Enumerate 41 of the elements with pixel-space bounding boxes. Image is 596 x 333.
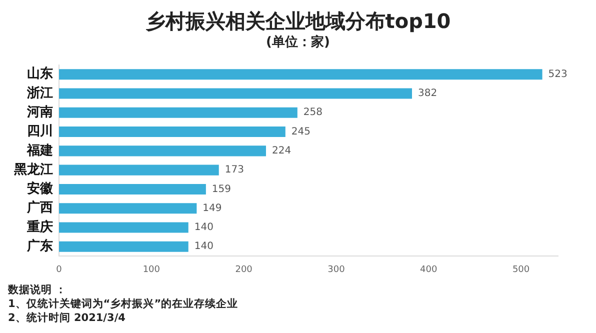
x-tick-label: 0 <box>56 264 62 275</box>
chart-title: 乡村振兴相关企业地域分布top10 <box>144 8 452 34</box>
x-tick-label: 400 <box>420 264 438 275</box>
bar <box>59 88 412 99</box>
y-tick-label: 重庆 <box>26 218 53 235</box>
bar <box>59 69 542 80</box>
text: 1、仅统计关键词为“乡村振兴”的在业存续企业 <box>8 297 240 311</box>
bar <box>59 126 286 138</box>
bar <box>59 241 188 252</box>
bar <box>59 107 298 118</box>
bar <box>59 164 219 176</box>
bar <box>59 146 266 156</box>
y-tick-label: 浙江 <box>26 86 53 101</box>
data-label: 245 <box>291 126 310 138</box>
data-label: 140 <box>194 222 214 234</box>
y-tick-label: 福建 <box>26 142 53 158</box>
bar <box>59 203 197 214</box>
data-label: 140 <box>194 241 214 252</box>
data-label: 149 <box>202 202 222 214</box>
y-tick-label: 山东 <box>27 66 53 82</box>
data-label: 159 <box>212 184 232 195</box>
bar <box>59 184 206 194</box>
bar <box>59 222 188 233</box>
data-label: 173 <box>224 164 244 176</box>
x-tick-label: 100 <box>142 264 160 275</box>
y-tick-label: 四川 <box>27 124 53 140</box>
data-label: 523 <box>548 68 568 80</box>
data-label: 258 <box>303 107 323 118</box>
chart-subtitle: (单位：家) <box>265 34 331 51</box>
y-tick-label: 广东 <box>26 238 53 254</box>
y-tick-label: 安徽 <box>27 180 54 197</box>
text: 2、统计时间 2021/3/4 <box>8 311 126 325</box>
data-label: 224 <box>272 146 292 157</box>
data-label: 382 <box>418 88 438 100</box>
y-tick-label: 河南 <box>26 105 53 120</box>
y-tick-label: 广西 <box>26 200 53 216</box>
text: 数据说明 ： <box>8 283 68 297</box>
x-tick-label: 200 <box>235 264 253 275</box>
x-tick-label: 500 <box>512 264 530 275</box>
y-tick-label: 黑龙江 <box>13 162 53 178</box>
x-tick-label: 300 <box>328 264 346 275</box>
